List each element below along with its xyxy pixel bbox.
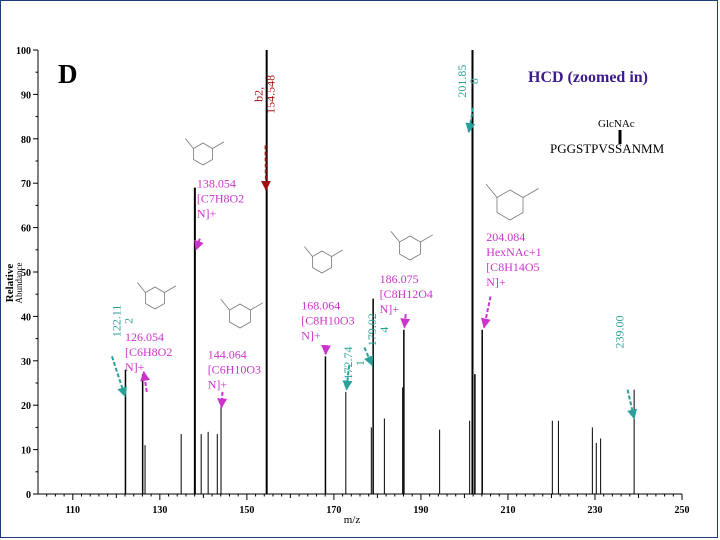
annotation-label: 172.741 [341,347,367,380]
y-tick-label: 100 [16,46,31,57]
annotation-arrow [140,370,151,393]
structure-bond [137,282,146,293]
structure-ring [496,189,524,221]
peak-annotation: b2,154.548 [252,75,278,191]
x-tick-label: 170 [326,505,341,516]
annotation-arrow [400,314,411,329]
structure-bond [331,249,344,257]
annotation-label: 168.064 [C8H10O3 N]+ [301,299,354,343]
annotation-label: 126.054 [C6H8O2 N]+ [125,330,172,374]
y-tick-label: 60 [21,224,31,235]
x-tick-label: 110 [66,505,80,516]
annotation-arrow [342,365,353,391]
annotation-label: 122.112 [110,305,136,338]
y-tick-label: 0 [26,490,31,501]
structure-bond [420,234,434,243]
structure-drawings [137,138,539,329]
structure-bond [304,246,313,257]
peak-annotation: 179.024 [363,313,391,367]
annotation-label: 144.064 [C6H10O3 N]+ [208,348,261,392]
peak-annotation: 126.054 [C6H8O2 N]+ [125,330,172,393]
y-tick-label: 10 [21,446,31,457]
peptide-diagram: GlcNAc PGGSTPVSSANMM [550,118,665,156]
x-tick-label: 250 [675,505,690,516]
peptide-sequence: PGGSTPVSSANMM [550,141,665,156]
structure-ring [229,303,251,329]
x-tick-label: 130 [152,505,167,516]
structure-ring [399,235,421,261]
x-tick-label: 230 [587,505,602,516]
y-tick-label: 20 [21,401,31,412]
peak-annotation: 122.112 [110,305,136,398]
axes: 0 10 20 30 40 50 60 70 80 90 100 110 130 150 170 190 210… [16,46,690,516]
peak-annotation: 172.741 [341,347,367,391]
structure-bond [220,298,230,311]
structure-bond [212,141,225,149]
structure-bond [485,183,498,198]
panel-label: D [58,59,78,89]
structure-bond [250,302,264,311]
annotation-label: 179.024 [365,313,391,346]
y-axis-label: RelativeAbundance [4,263,24,304]
structure-ring [193,142,213,166]
y-tick-label: 50 [21,268,31,279]
annotation-arrow [480,296,492,329]
annotation-arrow [194,238,204,251]
peak-annotation: 201.858 [455,65,481,134]
structure-ring [312,250,332,274]
peak-annotation: 204.084 HexNAc+1 [C8H14O5 N]+ [480,230,542,329]
x-axis-label: m/z [344,514,361,526]
x-tick-label: 150 [239,505,254,516]
annotation-label: 201.858 [455,65,481,98]
annotation-label: 186.075 [C8H12O4 N]+ [380,272,433,316]
peak-annotation: 186.075 [C8H12O4 N]+ [380,272,433,329]
structure-bond [185,138,194,149]
structure-ring [145,286,165,310]
structure-bond [390,230,400,243]
annotation-arrow [217,391,228,409]
structure-bond [522,188,539,198]
peak-annotation: 138.054 [C7H8O2 N]+ [194,177,244,251]
annotations-group: 126.054 [C6H8O2 N]+ 138.054 [C7H8O2 N]+ 144.06… [110,65,638,420]
glycan-label: GlcNAc [598,118,635,130]
y-tick-label: 70 [21,179,31,190]
annotation-arrow [626,389,638,420]
annotation-arrow [363,347,374,367]
x-tick-label: 190 [413,505,428,516]
annotation-label: 138.054 [C7H8O2 N]+ [197,177,244,221]
y-tick-label: 30 [21,357,31,368]
chart-title: HCD (zoomed in) [528,69,648,86]
annotation-label: 239.00 [612,315,626,348]
structure-bond [164,285,177,293]
annotation-arrow [111,356,127,398]
annotation-arrow [465,107,476,134]
y-tick-label: 40 [21,312,31,323]
y-tick-label: 90 [21,90,31,101]
peak-annotation: 239.00 [612,315,638,420]
y-tick-label: 80 [21,135,31,146]
peak-annotation: 168.064 [C8H10O3 N]+ [301,299,355,356]
annotation-label: 204.084 HexNAc+1 [C8H14O5 N]+ [486,230,541,289]
annotation-label: b2,154.548 [252,75,278,114]
peak-annotation: 144.064 [C6H10O3 N]+ [208,348,261,409]
x-tick-label: 210 [500,505,515,516]
